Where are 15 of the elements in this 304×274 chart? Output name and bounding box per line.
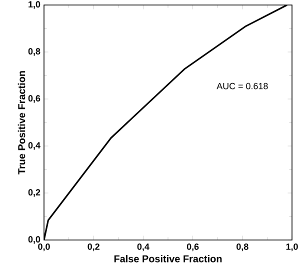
- y-tick-label: 1,0: [28, 1, 40, 9]
- x-tick-label: 1,0: [286, 244, 298, 252]
- y-tick-label: 0,6: [28, 95, 40, 103]
- y-tick-label: 0,0: [28, 236, 40, 244]
- x-tick-label: 0,8: [236, 244, 248, 252]
- y-axis-title: True Positive Fraction: [18, 71, 26, 174]
- x-tick-label: 0,0: [38, 244, 50, 252]
- x-tick-label: 0,2: [88, 244, 100, 252]
- y-tick-label: 0,2: [28, 189, 40, 197]
- annotation: AUC = 0.618: [216, 82, 268, 90]
- x-axis-title: False Positive Fraction: [114, 255, 222, 262]
- x-tick-label: 0,4: [137, 244, 150, 252]
- x-tick-label: 0,6: [186, 244, 199, 252]
- y-tick-label: 0,4: [28, 142, 40, 150]
- y-tick-label: 0,8: [28, 48, 40, 56]
